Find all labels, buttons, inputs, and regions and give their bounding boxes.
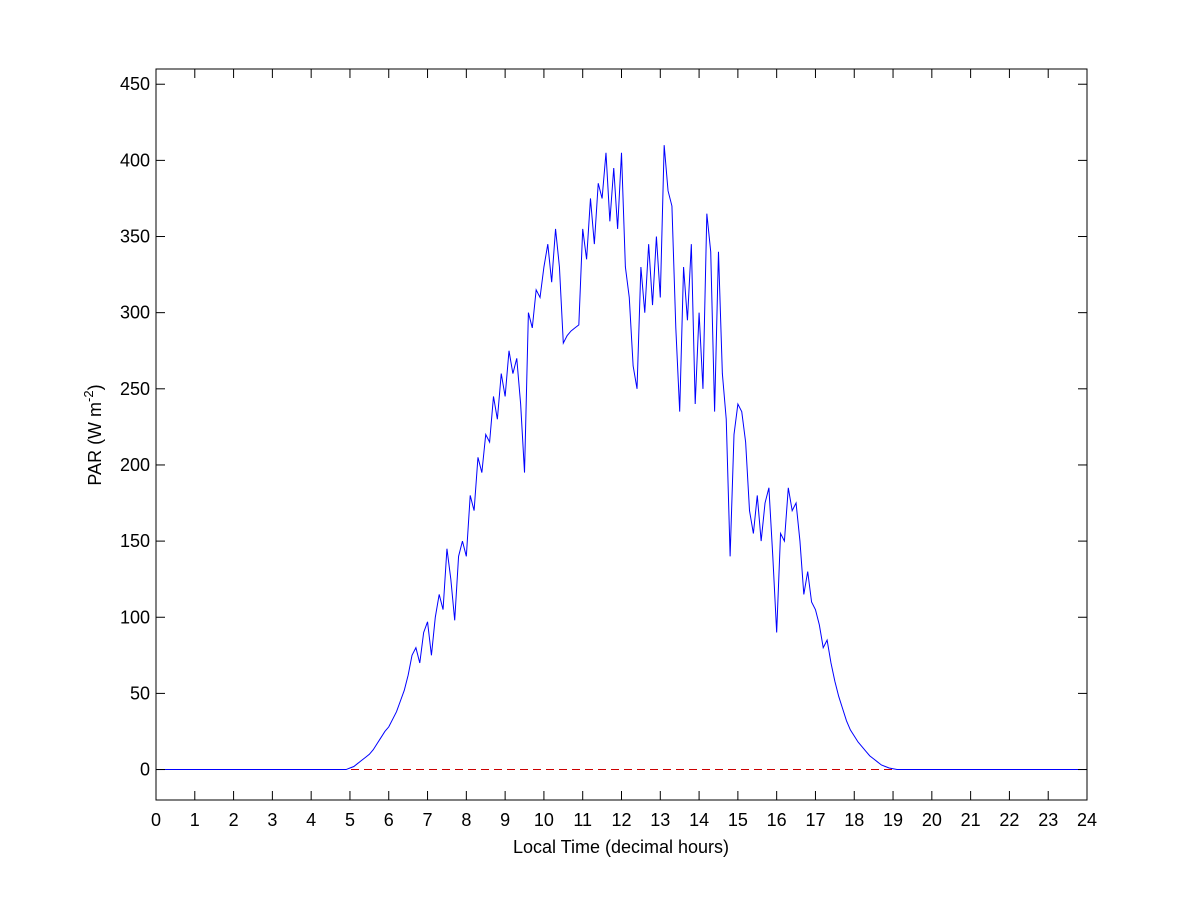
y-tick-label: 250	[120, 379, 150, 399]
y-tick-label: 50	[130, 683, 150, 703]
plot-area	[156, 69, 1087, 800]
x-tick-label: 24	[1077, 810, 1097, 830]
y-tick-label: 450	[120, 74, 150, 94]
x-tick-label: 0	[151, 810, 161, 830]
x-tick-label: 23	[1038, 810, 1058, 830]
x-tick-label: 11	[573, 810, 592, 830]
x-tick-label: 12	[611, 810, 631, 830]
y-tick-label: 300	[120, 303, 150, 323]
y-tick-label: 350	[120, 227, 150, 247]
x-tick-label: 22	[999, 810, 1019, 830]
x-tick-label: 3	[267, 810, 277, 830]
x-tick-label: 15	[728, 810, 748, 830]
x-tick-label: 16	[767, 810, 787, 830]
x-tick-label: 4	[306, 810, 316, 830]
x-tick-label: 13	[650, 810, 670, 830]
x-tick-label: 1	[190, 810, 200, 830]
x-tick-label: 7	[423, 810, 433, 830]
x-tick-label: 17	[805, 810, 825, 830]
y-label-text: PAR (W m	[85, 402, 105, 486]
y-tick-label: 400	[120, 150, 150, 170]
y-tick-label: 100	[120, 607, 150, 627]
x-tick-label: 6	[384, 810, 394, 830]
x-tick-label: 19	[883, 810, 903, 830]
y-tick-label: 0	[140, 760, 150, 780]
y-label-suffix: )	[85, 384, 105, 390]
x-tick-label: 10	[534, 810, 554, 830]
data-line	[156, 145, 1087, 771]
x-tick-label: 14	[689, 810, 709, 830]
x-tick-label: 20	[922, 810, 942, 830]
x-axis-label: Local Time (decimal hours)	[513, 837, 729, 857]
x-tick-label: 9	[500, 810, 510, 830]
y-axis-label: PAR (W m-2)	[81, 384, 105, 485]
y-tick-label: 200	[120, 455, 150, 475]
x-tick-label: 5	[345, 810, 355, 830]
y-label-superscript: -2	[81, 390, 96, 402]
x-tick-label: 2	[229, 810, 239, 830]
x-tick-label: 18	[844, 810, 864, 830]
y-tick-label: 150	[120, 531, 150, 551]
x-tick-label: 21	[961, 810, 981, 830]
x-tick-label: 8	[461, 810, 471, 830]
